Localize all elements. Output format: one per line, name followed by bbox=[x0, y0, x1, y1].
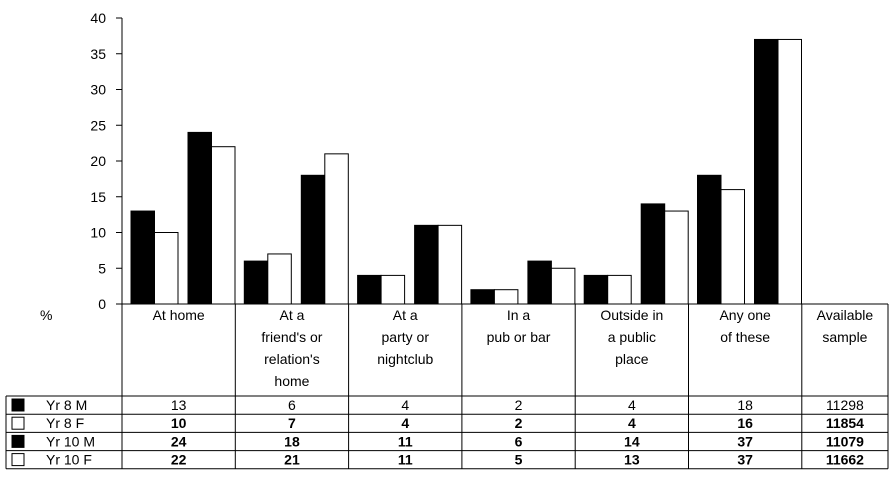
bar bbox=[154, 232, 179, 305]
y-tick-label: 35 bbox=[90, 46, 106, 62]
bar bbox=[267, 253, 292, 305]
bar bbox=[583, 274, 609, 305]
category-label: At home bbox=[153, 307, 205, 323]
data-label: 13 bbox=[624, 452, 640, 468]
data-label: 37 bbox=[737, 433, 753, 449]
category-label: Any one bbox=[719, 307, 771, 323]
data-label: 13 bbox=[171, 397, 187, 413]
data-label: 4 bbox=[628, 397, 636, 413]
y-tick-label: 25 bbox=[90, 117, 106, 133]
bar bbox=[607, 274, 632, 305]
data-label: 37 bbox=[737, 452, 753, 468]
data-label: 4 bbox=[628, 415, 636, 431]
bar bbox=[527, 260, 552, 305]
y-tick-label: 40 bbox=[90, 10, 106, 26]
data-label: 2 bbox=[515, 397, 523, 413]
category-label: At a bbox=[279, 307, 304, 323]
bar bbox=[664, 210, 689, 305]
data-table: At home At a friend's or relation's home At a… bbox=[5, 303, 889, 470]
data-label: 6 bbox=[515, 433, 523, 449]
category-label: Outside in bbox=[600, 307, 663, 323]
sample-value: 11298 bbox=[826, 397, 864, 413]
data-label: 18 bbox=[284, 433, 300, 449]
y-tick-label: 5 bbox=[98, 260, 106, 276]
sample-value: 11662 bbox=[826, 452, 864, 468]
y-tick-label: 15 bbox=[90, 189, 106, 205]
data-label: 5 bbox=[515, 452, 523, 468]
category-label: of these bbox=[720, 329, 770, 345]
bar bbox=[300, 174, 326, 305]
legend-label: Yr 8 F bbox=[46, 415, 84, 431]
data-label: 22 bbox=[171, 452, 187, 468]
bars-layer bbox=[130, 38, 802, 305]
sample-value: 11079 bbox=[826, 433, 864, 449]
category-label: friend's or bbox=[261, 329, 322, 345]
data-label: 11 bbox=[398, 433, 413, 449]
category-label: relation's bbox=[264, 351, 320, 367]
data-label: 18 bbox=[737, 397, 753, 413]
category-label: nightclub bbox=[377, 351, 433, 367]
y-axis-label: % bbox=[40, 307, 52, 323]
sample-header-label: Available bbox=[817, 307, 874, 323]
legend-swatch bbox=[11, 453, 25, 467]
bar bbox=[640, 203, 666, 305]
bar bbox=[470, 289, 495, 305]
y-tick-label: 20 bbox=[90, 153, 106, 169]
bar bbox=[414, 224, 439, 305]
bar bbox=[777, 38, 802, 305]
sample-value: 11854 bbox=[826, 415, 864, 431]
bar bbox=[720, 189, 745, 305]
category-label: pub or bar bbox=[487, 329, 551, 345]
legend-label: Yr 10 F bbox=[46, 452, 92, 468]
bar bbox=[437, 224, 463, 305]
data-label: 21 bbox=[284, 452, 300, 468]
data-label: 4 bbox=[401, 397, 409, 413]
category-label: place bbox=[615, 351, 649, 367]
category-label: party or bbox=[382, 329, 430, 345]
bar bbox=[493, 289, 519, 305]
category-label: At a bbox=[393, 307, 418, 323]
bar bbox=[130, 210, 155, 305]
data-label: 2 bbox=[515, 415, 523, 431]
data-label: 24 bbox=[171, 433, 187, 449]
y-tick-label: 10 bbox=[90, 225, 106, 241]
y-tick-label: 30 bbox=[90, 82, 106, 98]
bar bbox=[187, 131, 212, 305]
legend-label: Yr 8 M bbox=[46, 397, 87, 413]
legend-swatch bbox=[11, 416, 25, 430]
bar bbox=[357, 274, 382, 305]
data-label: 4 bbox=[401, 415, 409, 431]
data-label: 11 bbox=[398, 452, 413, 468]
bar bbox=[211, 146, 236, 305]
data-label: 6 bbox=[288, 397, 296, 413]
legend-swatch bbox=[11, 434, 25, 448]
legend-label: Yr 10 M bbox=[46, 433, 95, 449]
bar bbox=[697, 174, 722, 305]
category-label: home bbox=[274, 373, 309, 389]
bar bbox=[550, 267, 576, 305]
bar bbox=[243, 260, 269, 305]
y-tick-label: 0 bbox=[98, 296, 106, 312]
data-label: 10 bbox=[171, 415, 187, 431]
axis-layer: 0 5 10 15 20 25 30 35 40 bbox=[90, 10, 123, 312]
data-label: 14 bbox=[624, 433, 640, 449]
data-label: 7 bbox=[288, 415, 296, 431]
data-label: 16 bbox=[737, 415, 753, 431]
category-label: a public bbox=[608, 329, 656, 345]
legend-swatch bbox=[11, 398, 25, 412]
category-label: In a bbox=[507, 307, 531, 323]
bar bbox=[754, 38, 779, 305]
bar bbox=[380, 274, 406, 305]
bar bbox=[324, 153, 349, 305]
sample-header-label: sample bbox=[822, 329, 867, 345]
